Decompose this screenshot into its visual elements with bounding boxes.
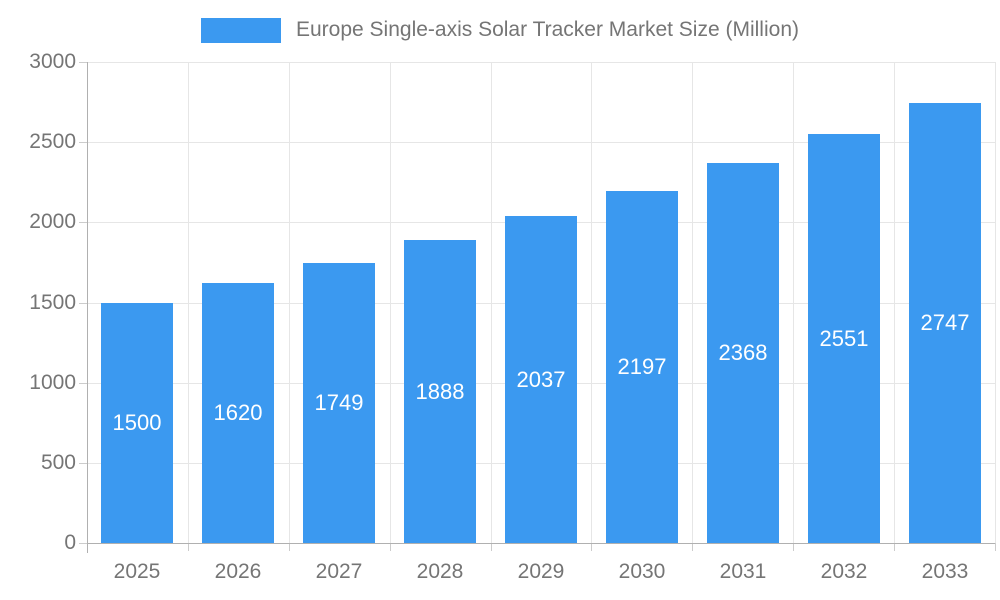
y-axis-tick: [79, 383, 87, 384]
x-axis-tick-label: 2031: [719, 560, 767, 583]
y-axis-tick-label: 2000: [29, 210, 76, 233]
bar-2029[interactable]: [505, 216, 577, 543]
y-axis-tick: [79, 463, 87, 464]
x-axis-tick-label: 2033: [921, 560, 969, 583]
x-axis-tick: [793, 543, 794, 551]
legend-swatch: [200, 17, 281, 43]
gridline-vertical: [390, 62, 391, 543]
x-axis-tick-label: 2030: [618, 560, 666, 583]
y-axis-tick: [79, 62, 87, 63]
bar-2027[interactable]: [303, 263, 375, 543]
x-axis-tick: [692, 543, 693, 551]
gridline-horizontal: [87, 62, 995, 63]
bar-2032[interactable]: [808, 134, 880, 543]
bar-2026[interactable]: [202, 283, 274, 543]
y-axis-tick: [79, 543, 87, 544]
y-axis-tick-label: 3000: [29, 50, 76, 73]
y-axis-line: [87, 62, 88, 553]
y-axis-tick-label: 500: [40, 451, 76, 474]
x-axis-line: [87, 543, 995, 544]
gridline-vertical: [894, 62, 895, 543]
x-axis-tick-label: 2032: [820, 560, 868, 583]
x-axis-tick-label: 2026: [214, 560, 262, 583]
gridline-vertical: [793, 62, 794, 543]
x-axis-tick: [390, 543, 391, 551]
gridline-horizontal: [87, 142, 995, 143]
y-axis-tick-label: 0: [64, 531, 76, 554]
x-axis-tick: [995, 543, 996, 551]
bar-2031[interactable]: [707, 163, 779, 543]
y-axis-tick: [79, 142, 87, 143]
legend-label: Europe Single-axis Solar Tracker Market …: [295, 18, 799, 41]
bar-2033[interactable]: [909, 103, 981, 543]
bar-2028[interactable]: [404, 240, 476, 543]
x-axis-tick-label: 2028: [416, 560, 464, 583]
gridline-vertical: [591, 62, 592, 543]
x-axis-tick: [188, 543, 189, 551]
x-axis-tick-label: 2025: [113, 560, 161, 583]
x-axis-tick: [591, 543, 592, 551]
bar-2030[interactable]: [606, 191, 678, 543]
y-axis-tick: [79, 303, 87, 304]
y-axis-tick: [79, 222, 87, 223]
x-axis-tick: [289, 543, 290, 551]
bar-2025[interactable]: [101, 303, 173, 543]
x-axis-tick: [894, 543, 895, 551]
x-axis-tick: [491, 543, 492, 551]
gridline-vertical: [491, 62, 492, 543]
gridline-vertical: [188, 62, 189, 543]
gridline-vertical: [289, 62, 290, 543]
x-axis-tick-label: 2027: [315, 560, 363, 583]
gridline-vertical: [692, 62, 693, 543]
y-axis-tick-label: 1500: [29, 291, 76, 314]
x-axis-tick-label: 2029: [517, 560, 565, 583]
y-axis-tick-label: 2500: [29, 130, 76, 153]
legend[interactable]: Europe Single-axis Solar Tracker Market …: [0, 16, 1000, 44]
gridline-vertical: [995, 62, 996, 543]
y-axis-tick-label: 1000: [29, 371, 76, 394]
